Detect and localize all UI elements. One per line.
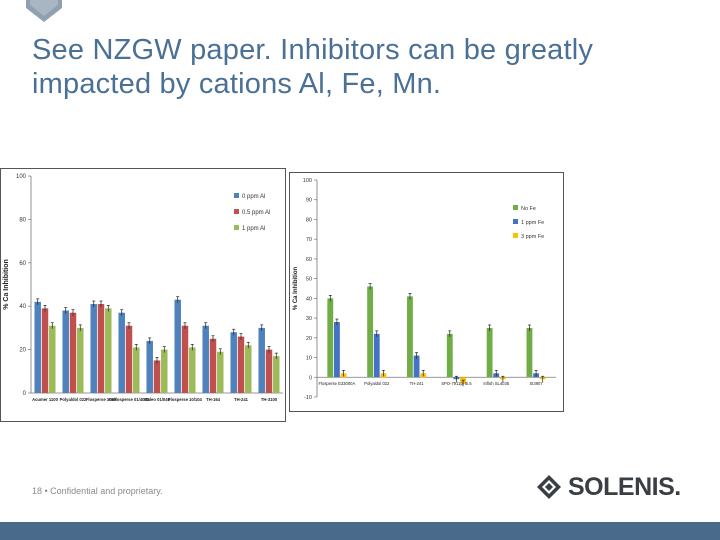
bar	[327, 298, 334, 378]
bar	[133, 347, 140, 393]
bar	[237, 336, 245, 393]
x-tick-label: TH-241	[410, 381, 425, 386]
y-tick-label: 30	[306, 316, 312, 322]
solenis-logo-icon	[537, 475, 561, 499]
bar	[486, 327, 493, 378]
bar	[367, 286, 374, 378]
bar	[265, 349, 273, 393]
y-tick-label: 40	[306, 296, 312, 302]
bar	[273, 356, 280, 393]
x-tick-label: Flosperse 10/104	[168, 397, 202, 402]
x-tick-label: Polyaldol 022	[60, 397, 87, 402]
y-tick-label: 100	[16, 174, 27, 180]
bar	[189, 347, 196, 393]
legend-swatch	[234, 193, 239, 198]
bar	[526, 327, 533, 378]
bar	[62, 310, 69, 393]
bar	[217, 351, 224, 393]
y-axis-label: % Ca Inhibition	[3, 259, 10, 310]
y-tick-label: 80	[306, 217, 312, 223]
x-tick-label: TH-164	[206, 397, 221, 402]
y-tick-label: 20	[19, 348, 26, 354]
x-tick-label: Polyaldol 022	[364, 381, 390, 386]
bar	[174, 299, 181, 393]
iron-chart-svg: % Ca Inhibition -10 0 10 20 30 40 50 60 70 80 90 100…	[293, 178, 556, 401]
bar	[230, 332, 237, 393]
bottom-bar	[0, 522, 720, 540]
legend-label: 3 ppm Fe	[521, 234, 544, 240]
x-tick-label: Maleo 01/040	[144, 397, 171, 402]
bar	[202, 325, 209, 393]
y-tick-label: 80	[19, 217, 26, 223]
legend-swatch	[234, 209, 239, 214]
bar	[245, 345, 252, 393]
bar	[69, 312, 77, 393]
bar	[125, 325, 133, 393]
slide-title: See NZGW paper. Inhibitors can be greatl…	[32, 34, 594, 100]
x-tick-label: Flosperse 3000	[86, 397, 117, 402]
bar	[90, 304, 97, 393]
bar	[153, 360, 161, 393]
legend-swatch	[234, 225, 239, 230]
x-tick-label: Acumer 1100	[32, 397, 59, 402]
x-tick-label: Flosperse E33000A	[319, 381, 356, 386]
legend-swatch	[513, 219, 518, 224]
bar	[373, 333, 380, 378]
iron-inhibition-chart: % Ca Inhibition -10 0 10 20 30 40 50 60 70 80 90 100…	[289, 172, 564, 412]
legend-label: 0.5 ppm Al	[242, 210, 270, 216]
aluminum-chart-svg: % Ca Inhibition 0 20 40 60 80 100 Acumer 1100 Po…	[3, 174, 283, 402]
bar	[209, 338, 217, 393]
y-tick-label: 50	[306, 277, 312, 283]
bar	[118, 312, 125, 393]
y-tick-label: 70	[306, 237, 312, 243]
x-tick-label: SI3907	[529, 381, 543, 386]
bar	[258, 327, 265, 393]
bar	[146, 340, 153, 393]
bar	[97, 304, 105, 393]
x-tick-label: Infloh SL4035	[483, 381, 510, 386]
y-tick-label: 100	[303, 178, 312, 184]
bar	[49, 325, 56, 393]
bar	[41, 308, 49, 393]
y-tick-label: 0	[23, 391, 27, 397]
bar	[413, 355, 420, 378]
y-tick-label: -10	[304, 395, 312, 401]
bar	[333, 322, 340, 378]
solenis-diamond-icon	[26, 0, 62, 22]
y-axis-label: % Ca Inhibition	[293, 267, 299, 311]
y-tick-label: 0	[309, 375, 312, 381]
y-tick-label: 60	[19, 261, 26, 267]
y-tick-label: 60	[306, 257, 312, 263]
y-tick-label: 40	[19, 304, 26, 310]
legend-label: No Fe	[521, 206, 536, 212]
solenis-logo: SOLENIS.	[536, 470, 696, 504]
bar	[34, 301, 41, 393]
x-tick-label: TH-3100	[261, 397, 278, 402]
y-tick-label: 20	[306, 336, 312, 342]
aluminum-inhibition-chart: % Ca Inhibition 0 20 40 60 80 100 Acumer 1100 Po…	[0, 168, 286, 422]
x-tick-label: Gellosperse 01/4040	[109, 397, 150, 402]
bar	[77, 327, 84, 393]
y-tick-label: 90	[306, 198, 312, 204]
bar	[161, 349, 168, 393]
legend-swatch	[513, 233, 518, 238]
x-tick-label: TH-241	[234, 397, 249, 402]
legend-label: 0 ppm Al	[242, 194, 265, 200]
legend-swatch	[513, 205, 518, 210]
bar	[105, 308, 112, 393]
bar	[407, 296, 413, 378]
y-tick-label: 10	[306, 356, 312, 362]
footer-confidential: 18 • Confidential and proprietary.	[32, 486, 163, 496]
x-tick-label: SPO-7911pH5.5	[441, 381, 472, 386]
bar	[446, 333, 453, 378]
legend-label: 1 ppm Fe	[521, 220, 544, 226]
bar	[181, 325, 189, 393]
legend-label: 1 ppm Al	[242, 226, 265, 232]
solenis-wordmark: SOLENIS.	[568, 472, 681, 501]
